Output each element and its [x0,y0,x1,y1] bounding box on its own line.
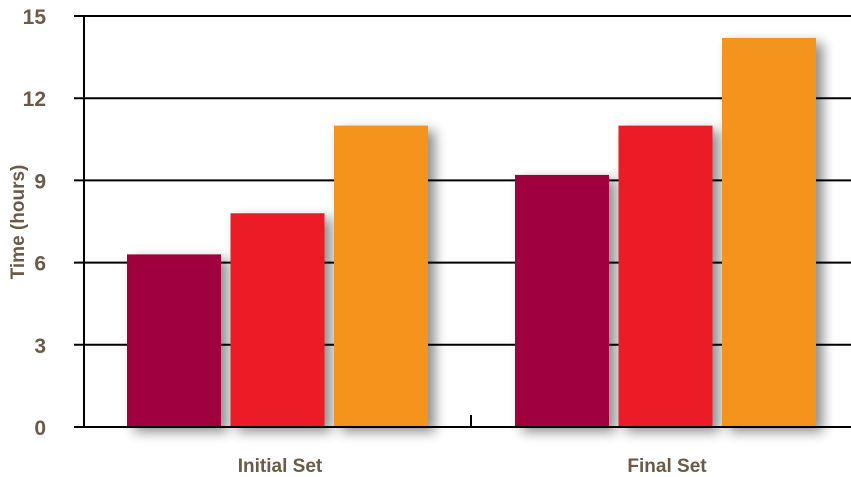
bars [127,37,816,428]
y-axis-title: Time (hours) [8,165,29,280]
y-tick-label: 12 [23,88,46,111]
y-tick-label: 0 [34,417,46,440]
y-tick-label: 3 [34,335,46,358]
axes [74,16,851,428]
y-tick-label: 9 [34,170,46,193]
bar-final-set-series-1 [515,174,609,427]
x-category-label: Initial Set [238,456,323,477]
y-tick-label: 6 [34,253,46,276]
bar-initial-set-series-1 [127,254,221,427]
category-labels: Initial Set Final Set [238,456,707,477]
bar-initial-set-series-2 [230,213,325,427]
bar-final-set-series-3 [722,37,816,428]
x-category-label: Final Set [627,456,707,477]
y-tick-labels: 0 3 6 9 12 15 [23,6,47,440]
y-tick-label: 15 [23,6,47,29]
bar-final-set-series-2 [618,125,713,427]
bar-initial-set-series-3 [334,125,428,427]
